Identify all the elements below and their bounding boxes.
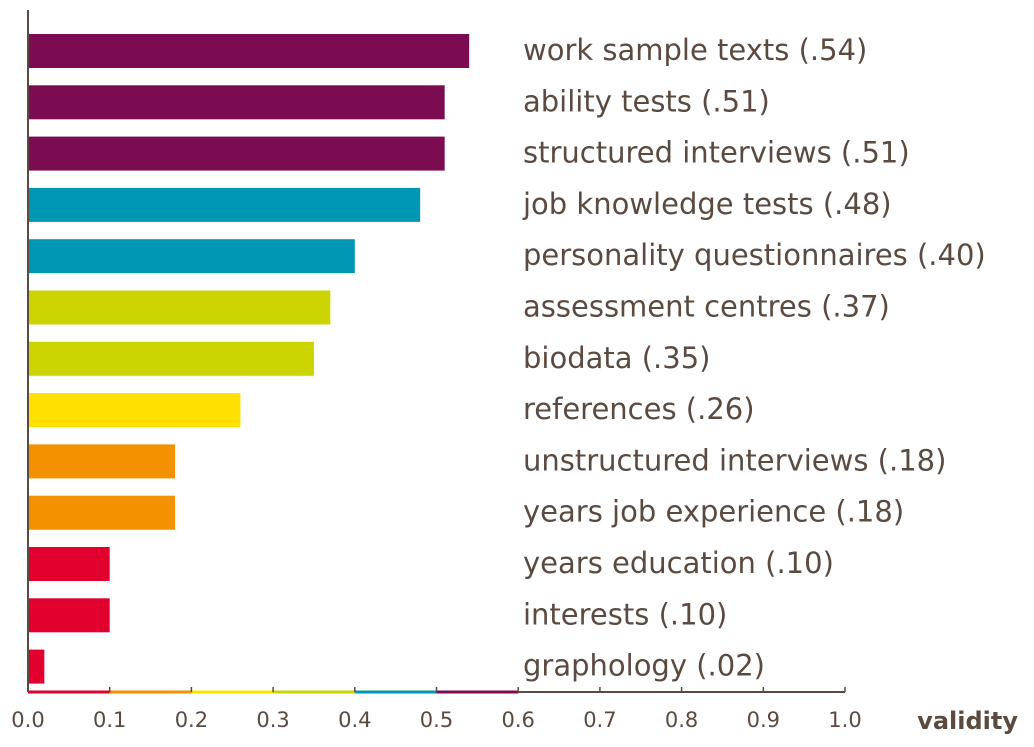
bar (28, 187, 421, 222)
x-tick-label: 0.4 (338, 708, 371, 732)
bar (28, 239, 355, 274)
x-tick-label: 0.8 (665, 708, 698, 732)
category-label: work sample texts (.54) (523, 33, 867, 67)
x-tick-label: 0.5 (420, 708, 453, 732)
category-label: unstructured interviews (.18) (523, 443, 946, 477)
bar (28, 393, 241, 428)
category-label: biodata (.35) (523, 341, 711, 375)
category-label: assessment centres (.37) (523, 290, 890, 324)
category-label: ability tests (.51) (523, 84, 770, 118)
bar (28, 341, 314, 376)
bar (28, 34, 470, 68)
bar (28, 495, 176, 530)
bar (28, 649, 45, 684)
x-tick-label: 0.2 (175, 708, 208, 732)
x-tick-label: 0.9 (747, 708, 780, 732)
x-tick-label: 0.6 (501, 708, 534, 732)
category-label: personality questionnaires (.40) (523, 238, 986, 272)
bar (28, 598, 110, 633)
bar (28, 444, 176, 479)
category-label: references (.26) (523, 392, 755, 426)
bar (28, 85, 445, 120)
category-label: structured interviews (.51) (523, 136, 910, 170)
category-label: graphology (.02) (523, 649, 765, 683)
x-tick-label: 0.0 (11, 708, 44, 732)
x-tick-label: 0.7 (583, 708, 616, 732)
category-label: interests (.10) (523, 597, 727, 631)
x-tick-label: 1.0 (828, 708, 861, 732)
category-label: years job experience (.18) (523, 495, 904, 529)
category-label: years education (.10) (523, 546, 834, 580)
x-tick-label: 0.1 (93, 708, 126, 732)
x-axis-label: validity (917, 707, 1018, 735)
bar (28, 290, 331, 325)
category-label: job knowledge tests (.48) (522, 187, 892, 221)
bar (28, 136, 445, 171)
x-tick-label: 0.3 (256, 708, 289, 732)
bar (28, 547, 110, 581)
